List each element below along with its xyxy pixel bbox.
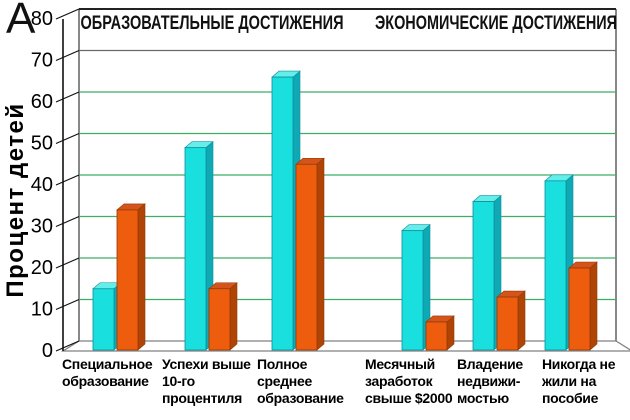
- section-header-education: ОБРАЗОВАТЕЛЬНЫЕ ДОСТИЖЕНИЯ: [81, 13, 344, 34]
- y-tick-label-60: 60: [31, 91, 53, 113]
- category-label-5: Никогда не жили на пособие: [542, 356, 616, 406]
- bar-orange-5: [568, 267, 591, 351]
- y-tick-label-80: 80: [31, 8, 53, 30]
- category-label-3: Месячный заработок свыше $2000: [365, 356, 453, 406]
- bar-orange-3: [425, 321, 448, 351]
- bar-orange-0: [116, 209, 139, 351]
- category-label-2: Полное среднее образование: [257, 356, 344, 406]
- y-tick-20: [55, 257, 80, 269]
- y-tick-60: [55, 91, 80, 103]
- y-tick-label-10: 10: [31, 299, 53, 321]
- section-header-economic: ЭКОНОМИЧЕСКИЕ ДОСТИЖЕНИЯ: [375, 13, 617, 34]
- y-tick-50: [55, 132, 80, 145]
- bar-cyan-1: [184, 147, 207, 351]
- bar-orange-2-side: [316, 157, 325, 351]
- y-axis-title: Процент детей: [2, 102, 29, 298]
- y-axis: 0 10 20 30 40 50 60 70 80: [31, 8, 80, 362]
- bar-cyan-4: [472, 201, 495, 351]
- bar-orange-1-side: [229, 282, 238, 351]
- bar-cyan-3: [401, 230, 424, 351]
- bar-cyan-0: [92, 288, 115, 351]
- bar-orange-0-side: [137, 203, 146, 351]
- panel-label: A: [6, 0, 36, 43]
- y-tick-0: [55, 340, 80, 352]
- bar-cyan-5: [544, 180, 567, 351]
- y-tick-label-50: 50: [31, 133, 53, 155]
- y-tick-70: [55, 49, 80, 62]
- category-label-0: Специальное образование: [62, 356, 153, 389]
- bar-orange-4: [496, 296, 519, 351]
- y-tick-label-70: 70: [31, 50, 53, 72]
- category-label-4: Владение недвижи-мостью: [457, 356, 523, 406]
- y-tick-label-0: 0: [42, 340, 53, 362]
- bar-cyan-2: [271, 76, 294, 351]
- y-tick-label-30: 30: [31, 216, 53, 238]
- y-tick-label-20: 20: [31, 257, 53, 279]
- y-tick-80: [55, 8, 80, 20]
- y-tick-30: [55, 215, 80, 228]
- y-tick-40: [55, 174, 80, 186]
- bar-orange-1: [208, 288, 231, 351]
- bar-orange-2: [295, 163, 318, 351]
- bar-orange-4-side: [517, 290, 526, 351]
- category-label-1: Успехи выше 10-го процентиля: [162, 356, 251, 406]
- bar-orange-5-side: [589, 261, 598, 351]
- y-tick-label-40: 40: [31, 174, 53, 196]
- gridlines: [79, 8, 616, 301]
- bars: [92, 70, 598, 351]
- y-tick-10: [55, 298, 80, 311]
